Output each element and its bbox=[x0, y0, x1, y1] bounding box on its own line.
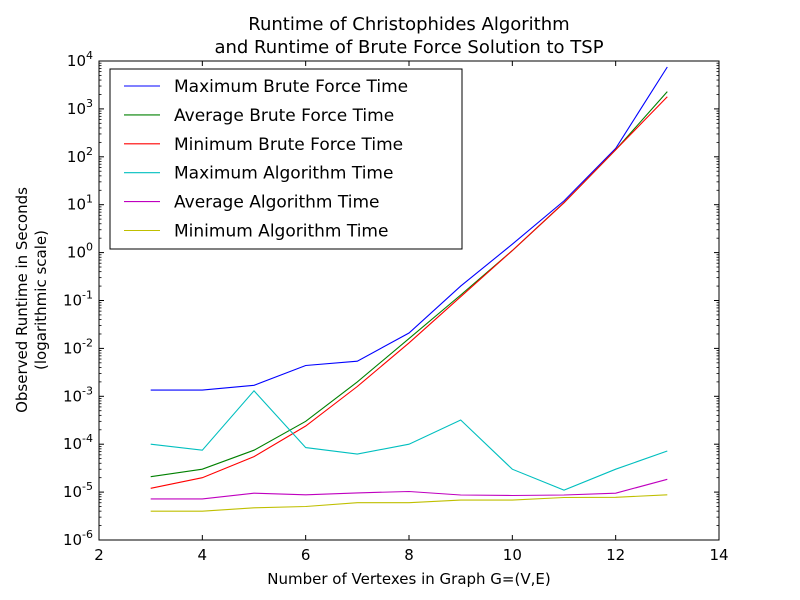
y-tick-label-1: 10-6 bbox=[63, 528, 93, 549]
chart-title-line2: and Runtime of Brute Force Solution to T… bbox=[214, 37, 603, 58]
x-tick-label-2: 4 bbox=[198, 546, 208, 564]
y-tick-label-10: 103 bbox=[67, 97, 93, 118]
x-tick-label-1: 2 bbox=[94, 546, 104, 564]
legend-box bbox=[109, 68, 463, 250]
legend-label-2: Average Brute Force Time bbox=[174, 106, 394, 126]
series-line-3 bbox=[150, 96, 668, 489]
legend-label-1: Maximum Brute Force Time bbox=[174, 77, 408, 97]
legend-label-3: Minimum Brute Force Time bbox=[174, 135, 403, 155]
y-tick-label-6: 10-1 bbox=[63, 289, 93, 310]
y-tick-label-5: 10-2 bbox=[63, 336, 93, 357]
ticks-layer: 2 4 6 8 10 12 14 10-6 10-5 10-4 10-3 10-2 10-1 100 101… bbox=[63, 49, 729, 564]
legend-label-5: Average Algorithm Time bbox=[174, 193, 379, 213]
y-axis-label-line1: Observed Runtime in Seconds bbox=[13, 187, 31, 413]
x-tick-label-3: 6 bbox=[301, 546, 311, 564]
x-tick-label-4: 8 bbox=[404, 546, 414, 564]
series-line-6 bbox=[150, 494, 668, 512]
y-tick-label-7: 100 bbox=[67, 241, 93, 262]
legend: Maximum Brute Force Time Average Brute Fo… bbox=[109, 68, 463, 250]
series-line-4 bbox=[150, 389, 668, 491]
legend-label-6: Minimum Algorithm Time bbox=[174, 222, 388, 242]
y-tick-label-3: 10-4 bbox=[63, 432, 93, 453]
y-tick-label-9: 102 bbox=[67, 145, 93, 166]
y-tick-label-4: 10-3 bbox=[63, 384, 93, 405]
x-tick-label-7: 14 bbox=[709, 546, 728, 564]
x-axis-label: Number of Vertexes in Graph G=(V,E) bbox=[267, 570, 550, 588]
y-axis-label-group: Observed Runtime in Seconds (logarithmic… bbox=[13, 187, 50, 413]
series-line-1 bbox=[150, 66, 668, 391]
x-tick-label-6: 12 bbox=[606, 546, 625, 564]
legend-label-4: Maximum Algorithm Time bbox=[174, 164, 393, 184]
series-line-5 bbox=[150, 478, 668, 500]
y-axis-label-line2: (logarithmic scale) bbox=[32, 230, 50, 370]
y-tick-label-8: 101 bbox=[67, 193, 93, 214]
chart-title-line1: Runtime of Christophides Algorithm bbox=[248, 14, 569, 35]
y-tick-label-2: 10-5 bbox=[63, 480, 93, 501]
y-tick-label-11: 104 bbox=[67, 49, 93, 70]
series-layer bbox=[150, 66, 668, 512]
x-tick-label-5: 10 bbox=[503, 546, 522, 564]
